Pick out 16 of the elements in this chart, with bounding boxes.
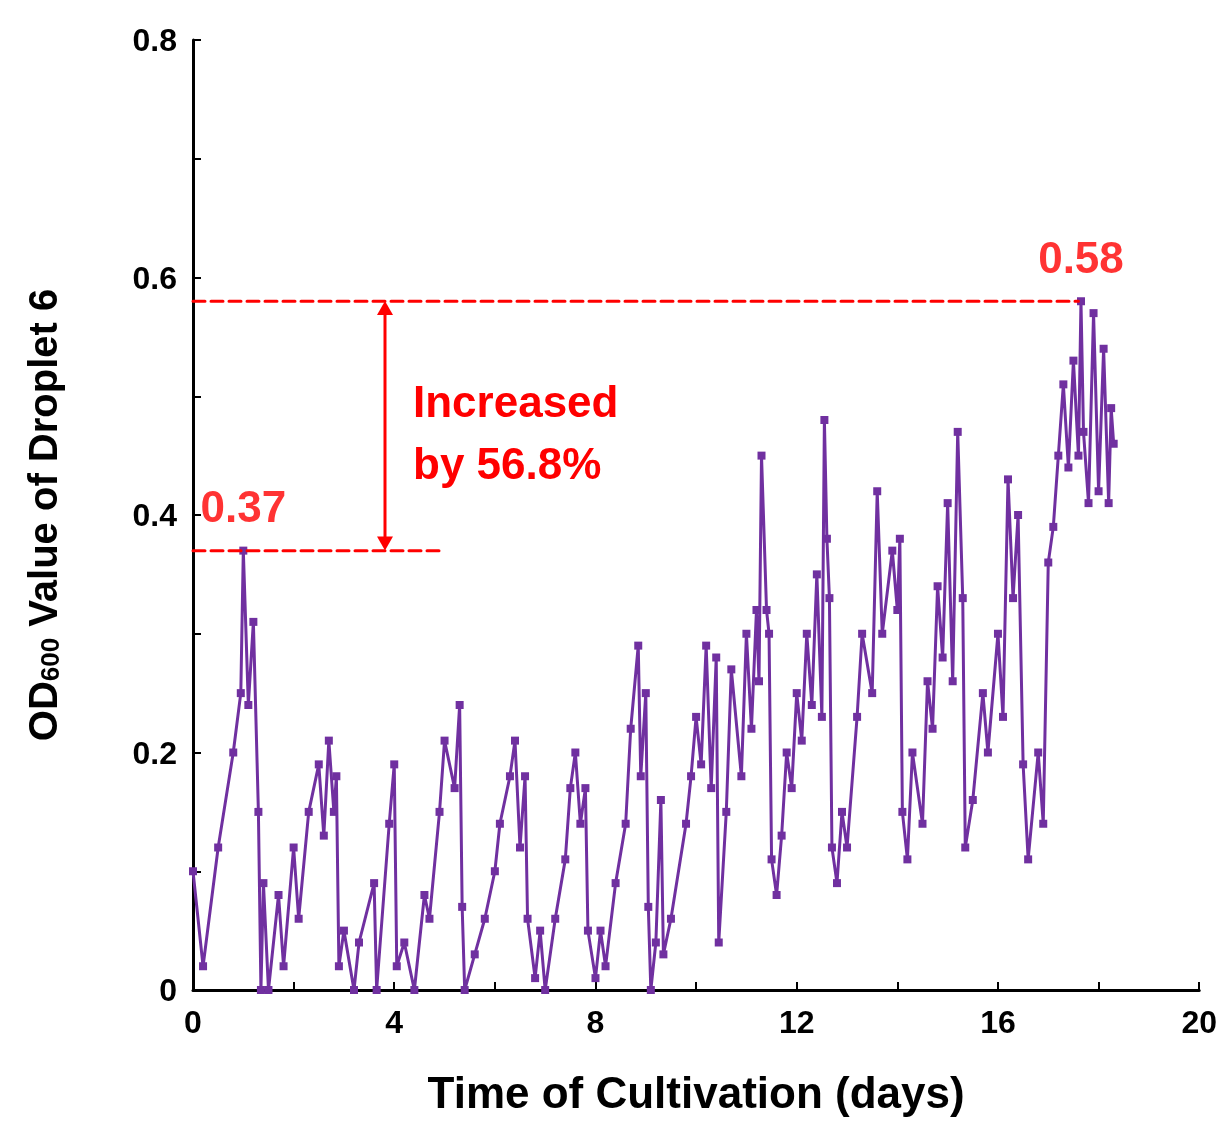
x-tick-label: 4 bbox=[385, 1004, 404, 1040]
x-tick-label: 8 bbox=[586, 1004, 605, 1040]
x-tick-label: 16 bbox=[980, 1004, 1016, 1040]
x-axis-title: Time of Cultivation (days) bbox=[427, 1067, 965, 1117]
annotation: Increased by 56.8% bbox=[413, 376, 631, 488]
y-tick-label: 0.4 bbox=[132, 497, 178, 533]
y-tick-label: 0.2 bbox=[132, 734, 177, 771]
x-tick-label: 12 bbox=[778, 1004, 815, 1040]
annotation: 0.37 bbox=[200, 482, 287, 532]
y-tick-label: 0.8 bbox=[132, 22, 177, 58]
x-tick-label: 20 bbox=[1181, 1004, 1217, 1040]
y-tick-label: 0 bbox=[159, 972, 177, 1008]
y-tick-label: 0.6 bbox=[132, 259, 177, 296]
x-tick-label: 0 bbox=[184, 1004, 202, 1040]
y-axis-title: OD600 Value of Droplet 6 bbox=[21, 288, 65, 742]
annotation: 0.58 bbox=[1038, 232, 1124, 282]
